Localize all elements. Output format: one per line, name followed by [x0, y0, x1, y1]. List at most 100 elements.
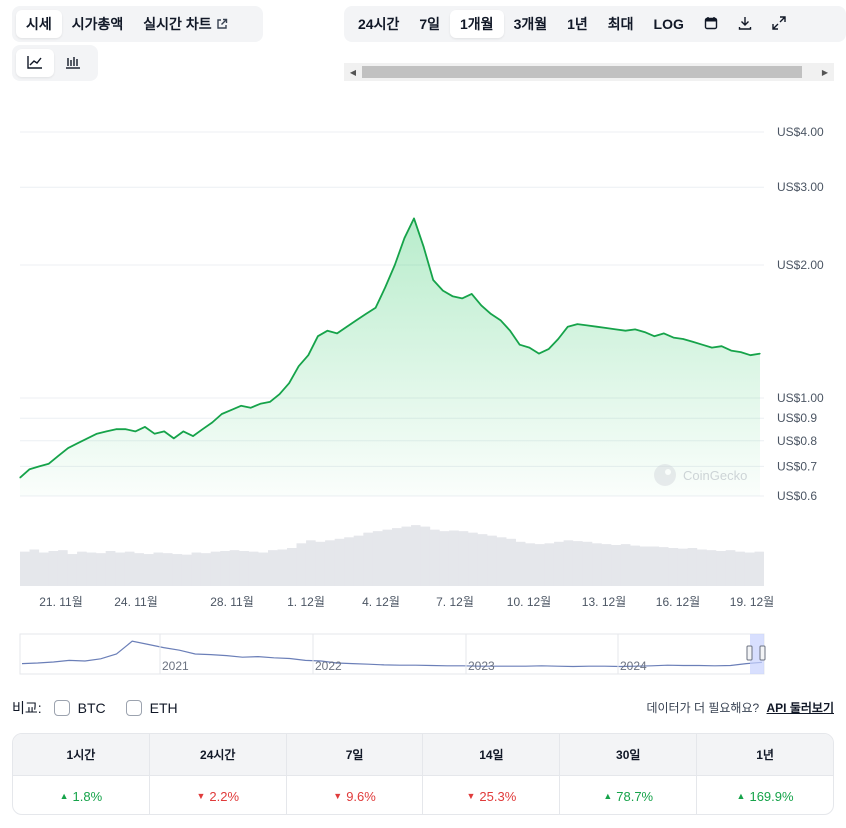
- download-button[interactable]: [728, 10, 762, 38]
- price-point: [576, 323, 579, 325]
- volume-bar: [124, 551, 134, 586]
- price-point: [250, 407, 252, 409]
- price-point: [615, 328, 617, 330]
- price-point: [307, 354, 309, 356]
- tab-live-chart[interactable]: 실시간 차트: [133, 10, 237, 38]
- navigator-series: 2021 2022 2023 2024: [21, 634, 763, 674]
- tab-market-cap[interactable]: 시가총액: [71, 16, 124, 32]
- volume-bar: [296, 543, 306, 586]
- volume-bar: [563, 540, 573, 586]
- volume-bar: [401, 526, 411, 586]
- volume-bar: [20, 551, 29, 586]
- price-line: [19, 217, 761, 479]
- volume-bar: [735, 551, 745, 586]
- range-1m[interactable]: 1개월: [450, 10, 504, 38]
- price-change-value: ▲ 78.7%: [560, 775, 698, 814]
- price-point: [134, 430, 136, 432]
- x-tick-label: 10. 12월: [507, 595, 551, 609]
- price-point: [182, 430, 184, 432]
- volume-bar: [229, 550, 239, 586]
- price-change-value: ▲ 169.9%: [697, 775, 833, 814]
- expand-button[interactable]: [762, 10, 796, 38]
- price-point: [692, 341, 694, 343]
- line-chart-icon: [27, 55, 43, 72]
- price-point: [567, 326, 569, 328]
- volume-bars: [20, 525, 764, 586]
- volume-bar: [630, 545, 640, 586]
- navigator[interactable]: 2021 2022 2023 2024: [19, 633, 766, 675]
- price-change-value: ▼ 2.2%: [149, 775, 287, 814]
- price-point: [115, 428, 117, 430]
- scroll-left-icon[interactable]: ◀: [349, 67, 357, 77]
- range-24h[interactable]: 24시간: [358, 16, 400, 32]
- volume-bar: [172, 554, 182, 586]
- price-point: [96, 433, 98, 435]
- range-tabs-scrollbar[interactable]: ◀ ▶: [344, 63, 834, 81]
- y-tick-label: US$4.00: [777, 125, 824, 139]
- volume-bar: [67, 554, 77, 586]
- volume-bar: [392, 528, 401, 586]
- price-point: [451, 295, 454, 297]
- calendar-button[interactable]: [694, 10, 728, 38]
- price-point: [105, 430, 108, 432]
- candlestick-chart-button[interactable]: [54, 49, 92, 77]
- volume-bar: [325, 540, 335, 586]
- price-point: [230, 409, 232, 411]
- price-point: [346, 326, 348, 328]
- volume-bar: [525, 543, 535, 586]
- line-chart-button[interactable]: [16, 49, 54, 77]
- price-point: [211, 421, 213, 424]
- range-max[interactable]: 최대: [607, 16, 634, 32]
- range-1y[interactable]: 1년: [567, 16, 588, 32]
- volume-bar: [477, 534, 487, 586]
- volume-bar: [334, 538, 344, 586]
- range-tabs: 24시간 7일 1개월 3개월 1년 최대 LOG: [344, 6, 846, 42]
- price-chart[interactable]: US$4.00 US$3.00 US$2.00 US$1.00 US$0.9 US$0.8…: [0, 110, 846, 690]
- btc-checkbox[interactable]: [53, 700, 70, 716]
- volume-bar: [48, 551, 58, 586]
- tab-price[interactable]: 시세: [16, 10, 62, 38]
- volume-bar: [182, 554, 192, 586]
- volume-bar: [496, 537, 506, 586]
- volume-bar: [716, 551, 726, 586]
- volume-bar: [77, 551, 87, 586]
- x-tick-label: 28. 11월: [210, 595, 254, 609]
- price-point: [394, 264, 396, 266]
- compare-eth[interactable]: ETH: [122, 700, 178, 716]
- volume-bar: [29, 549, 39, 586]
- range-7d[interactable]: 7일: [419, 16, 441, 32]
- price-point: [644, 331, 646, 333]
- navigator-selection[interactable]: [750, 634, 764, 674]
- volume-bar: [620, 544, 630, 586]
- price-area-fill: [20, 218, 760, 496]
- volume-bar: [134, 553, 144, 586]
- range-3m[interactable]: 3개월: [513, 16, 548, 32]
- price-change-period: 7일: [287, 734, 424, 775]
- scroll-right-icon[interactable]: ▶: [821, 67, 829, 77]
- scrollbar-thumb[interactable]: [362, 66, 802, 78]
- caret-down-icon: ▼: [196, 791, 206, 801]
- x-tick-label: 21. 11월: [39, 595, 83, 609]
- x-axis-ticks: 21. 11월 24. 11월 28. 11월 1. 12월 4. 12월 7. 12월 1…: [39, 595, 774, 609]
- eth-checkbox[interactable]: [125, 700, 142, 716]
- price-point: [499, 319, 502, 321]
- price-point: [288, 382, 290, 384]
- x-tick-label: 13. 12월: [582, 595, 626, 609]
- price-point: [538, 353, 540, 355]
- price-change-table: 1시간 24시간 7일 14일 30일 1년 ▲ 1.8% ▼ 2.2% ▼ 9.6% ▼ 25.3% ▲…: [12, 733, 834, 815]
- more-data-text: 데이터가 더 필요해요?: [646, 701, 760, 715]
- navigator-year-label: 2021: [162, 659, 189, 673]
- compare-btc[interactable]: BTC: [50, 700, 106, 716]
- price-change-period: 30일: [560, 734, 698, 775]
- api-link[interactable]: API 둘러보기: [766, 701, 835, 715]
- price-point: [557, 338, 559, 340]
- range-log[interactable]: LOG: [653, 16, 684, 32]
- navigator-handle-left[interactable]: [746, 645, 753, 661]
- price-point: [701, 344, 703, 346]
- price-point: [519, 344, 521, 346]
- chart-type-toggle: [12, 45, 98, 81]
- navigator-handle-right[interactable]: [759, 645, 766, 661]
- volume-bar: [668, 548, 678, 586]
- volume-bar: [449, 530, 459, 586]
- volume-bar: [58, 550, 68, 586]
